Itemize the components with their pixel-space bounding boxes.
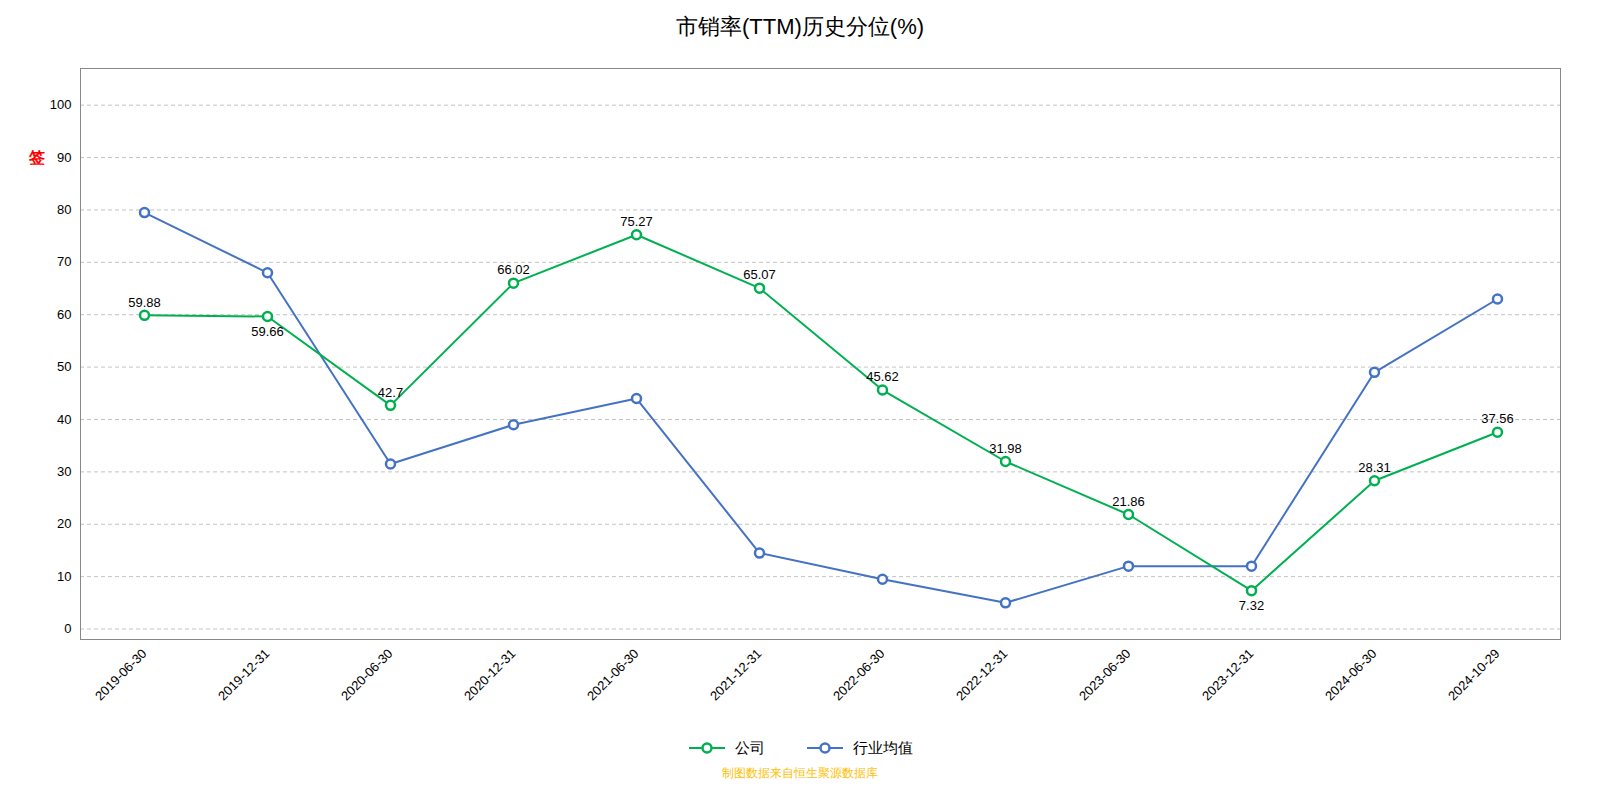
svg-text:2023-12-31: 2023-12-31: [1199, 646, 1257, 704]
svg-text:100: 100: [50, 97, 72, 112]
html-text:市销率(TTM)历史分位(%): 市销率(TTM)历史分位(%): [676, 14, 924, 39]
svg-text:80: 80: [57, 202, 71, 217]
svg-text:签: 签: [28, 149, 45, 166]
svg-text:2024-06-30: 2024-06-30: [1322, 646, 1380, 704]
svg-text:2024-10-29: 2024-10-29: [1445, 646, 1503, 704]
svg-text:20: 20: [57, 516, 71, 531]
svg-text:50: 50: [57, 359, 71, 374]
svg-text:60: 60: [57, 307, 71, 322]
svg-text:0: 0: [64, 621, 71, 636]
svg-text:10: 10: [57, 569, 71, 584]
svg-text:37.56: 37.56: [1481, 411, 1514, 426]
svg-text:2019-12-31: 2019-12-31: [215, 646, 273, 704]
svg-text:2021-12-31: 2021-12-31: [707, 646, 765, 704]
svg-text:2021-06-30: 2021-06-30: [584, 646, 642, 704]
svg-text:2022-06-30: 2022-06-30: [830, 646, 888, 704]
svg-text:66.02: 66.02: [497, 262, 530, 277]
svg-text:65.07: 65.07: [743, 267, 776, 282]
svg-text:40: 40: [57, 412, 71, 427]
svg-text:59.66: 59.66: [251, 324, 284, 339]
html-text:制图数据来自恒生聚源数据库: 制图数据来自恒生聚源数据库: [722, 766, 878, 780]
svg-text:2019-06-30: 2019-06-30: [92, 646, 150, 704]
svg-text:90: 90: [57, 150, 71, 165]
svg-text:7.32: 7.32: [1239, 598, 1264, 613]
svg-text:45.62: 45.62: [866, 369, 899, 384]
svg-text:2022-12-31: 2022-12-31: [953, 646, 1011, 704]
svg-text:30: 30: [57, 464, 71, 479]
svg-text:21.86: 21.86: [1112, 494, 1145, 509]
svg-text:75.27: 75.27: [620, 214, 653, 229]
html-text:行业均值: 行业均值: [853, 738, 913, 756]
svg-text:59.88: 59.88: [128, 294, 161, 309]
svg-text:2020-12-31: 2020-12-31: [461, 646, 519, 704]
html-text:公司: 公司: [735, 738, 765, 756]
svg-text:42.7: 42.7: [378, 384, 403, 399]
svg-text:31.98: 31.98: [989, 441, 1022, 456]
svg-text:2023-06-30: 2023-06-30: [1076, 646, 1134, 704]
svg-text:70: 70: [57, 254, 71, 269]
svg-text:28.31: 28.31: [1358, 460, 1391, 475]
svg-text:2020-06-30: 2020-06-30: [338, 646, 396, 704]
